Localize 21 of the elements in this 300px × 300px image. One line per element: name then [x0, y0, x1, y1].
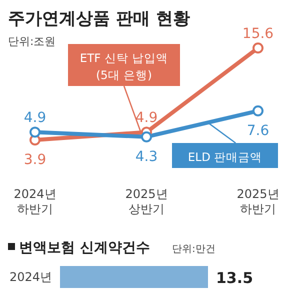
data-label: 7.6 — [246, 122, 270, 139]
data-label: 4.9 — [135, 110, 158, 126]
chart-title: 주가연계상품 판매 현황 — [8, 9, 190, 29]
point — [252, 42, 264, 54]
chart-subtitle: 단위:만건 — [172, 244, 216, 255]
data-label: 3.9 — [24, 152, 46, 168]
data-label: 4.9 — [24, 110, 46, 126]
text: ETF 신탁 납입액 (5대 은행) — [80, 51, 168, 82]
point — [30, 126, 40, 138]
point — [252, 105, 264, 116]
data-label: 13.5 — [216, 269, 254, 287]
data-label: 4.3 — [135, 148, 158, 165]
x-tick-label: 2024년 하반기 — [14, 187, 56, 216]
legend-label: ELD 판매금액 — [188, 150, 262, 164]
x-tick-label: 2025년 하반기 — [236, 187, 280, 216]
chart-title: 변액보험 신계약건수 — [19, 240, 150, 256]
chart-subtitle: 단위:조원 — [8, 35, 56, 48]
point — [141, 131, 152, 142]
y-tick-label: 2024년 — [9, 270, 52, 284]
data-label: 15.6 — [242, 26, 274, 42]
x-tick-label: 2025년 상반기 — [125, 187, 168, 216]
